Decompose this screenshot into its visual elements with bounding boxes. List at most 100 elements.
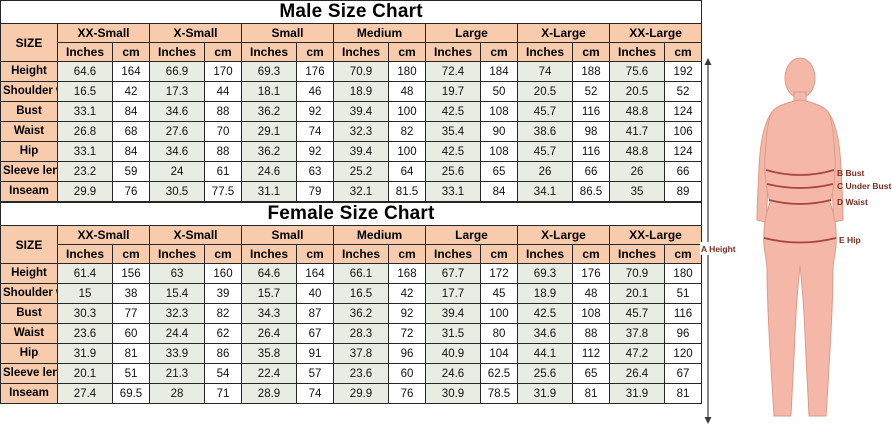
value-cm: 116 [663,303,703,324]
size-group-header: Medium [333,23,426,43]
unit-header-inches: Inches [609,42,665,62]
value-inches: 21.3 [149,363,205,384]
size-column-header: SIZE [0,225,58,264]
unit-header-inches: Inches [425,42,481,62]
unit-header-cm: cm [296,244,334,264]
value-inches: 16.5 [57,81,113,102]
value-cm: 176 [296,61,334,82]
value-cm: 120 [663,343,703,364]
value-cm: 96 [388,343,426,364]
value-cm: 74 [296,121,334,142]
table-row: Height 64.6 164 66.9 170 69.3 176 70.9 180 72.4 18… [0,61,703,82]
value-cm: 124 [663,141,703,162]
value-cm: 54 [204,363,242,384]
value-cm: 76 [112,181,150,202]
value-cm: 160 [204,263,242,284]
waist-label: D Waist [837,197,868,207]
value-cm: 156 [112,263,150,284]
row-label: Bust [0,101,58,122]
value-cm: 42 [112,81,150,102]
unit-header-cm: cm [388,42,426,62]
value-inches: 39.4 [425,303,481,324]
value-cm: 50 [480,81,518,102]
value-inches: 34.6 [517,323,573,344]
value-inches: 48.8 [609,101,665,122]
value-inches: 75.6 [609,61,665,82]
unit-header-cm: cm [112,244,150,264]
value-inches: 31.1 [241,181,297,202]
value-cm: 164 [112,61,150,82]
size-header-row: SIZE XX-Small X-Small Small Medium Large X-Lar… [0,225,703,264]
value-cm: 61 [204,161,242,182]
row-label: Sleeve length [0,161,58,182]
value-cm: 68 [112,121,150,142]
value-inches: 42.5 [517,303,573,324]
size-group-header: Small [241,225,334,245]
size-header-row: SIZE XX-Small X-Small Small Medium Large X-Lar… [0,23,703,62]
unit-header-inches: Inches [517,244,573,264]
value-inches: 35.4 [425,121,481,142]
table-row: Sleeve length23.259246124.66325.26425.66… [0,161,703,182]
value-inches: 34.6 [149,141,205,162]
value-cm: 63 [296,161,334,182]
size-group-header: X-Small [149,23,242,43]
value-inches: 39.4 [333,141,389,162]
value-cm: 69.5 [112,383,150,404]
row-label: Waist [0,323,58,344]
value-cm: 104 [480,343,518,364]
human-silhouette [756,57,844,417]
bust-line [765,169,835,176]
value-cm: 46 [296,81,334,102]
value-cm: 66 [572,161,610,182]
unit-header-cm: cm [663,42,703,62]
value-inches: 28.3 [333,323,389,344]
size-group-header: Medium [333,225,426,245]
unit-header-inches: Inches [425,244,481,264]
value-cm: 91 [296,343,334,364]
value-inches: 29.9 [333,383,389,404]
value-cm: 62 [204,323,242,344]
chart-title: Female Size Chart [0,202,703,226]
value-inches: 30.3 [57,303,113,324]
value-inches: 34.6 [149,101,205,122]
value-cm: 60 [112,323,150,344]
value-inches: 47.2 [609,343,665,364]
value-cm: 82 [204,303,242,324]
value-inches: 28 [149,383,205,404]
value-cm: 62.5 [480,363,518,384]
value-inches: 26.4 [241,323,297,344]
value-inches: 16.5 [333,283,389,304]
value-cm: 96 [663,323,703,344]
value-inches: 70.9 [333,61,389,82]
value-cm: 184 [480,61,518,82]
table-row: Sleeve length20.15121.35422.45723.66024.… [0,363,703,384]
unit-header-inches: Inches [517,42,573,62]
under-bust-line [766,183,834,189]
row-label: Shoulder width [0,283,58,304]
value-inches: 30.9 [425,383,481,404]
value-inches: 40.9 [425,343,481,364]
value-cm: 76 [388,383,426,404]
value-inches: 34.3 [241,303,297,324]
female-size-table: Female Size Chart SIZE XX-Small X-Small Smal… [0,202,703,404]
unit-header-row: Inches cm Inches cm Inches cm Inches cm Inches cm… [1,42,703,62]
row-label: Inseam [0,181,58,202]
value-inches: 64.6 [57,61,113,82]
row-label: Height [0,263,58,284]
value-inches: 45.7 [517,101,573,122]
value-cm: 108 [480,101,518,122]
value-cm: 65 [572,363,610,384]
value-inches: 26.4 [609,363,665,384]
value-inches: 32.3 [149,303,205,324]
unit-header-cm: cm [663,244,703,264]
value-cm: 77 [112,303,150,324]
value-inches: 33.1 [57,101,113,122]
value-inches: 24.4 [149,323,205,344]
value-inches: 42.5 [425,141,481,162]
value-inches: 38.6 [517,121,573,142]
value-inches: 36.2 [241,141,297,162]
value-inches: 26.8 [57,121,113,142]
table-title-row: Female Size Chart [0,202,703,226]
unit-header-inches: Inches [57,244,113,264]
value-inches: 33.1 [425,181,481,202]
